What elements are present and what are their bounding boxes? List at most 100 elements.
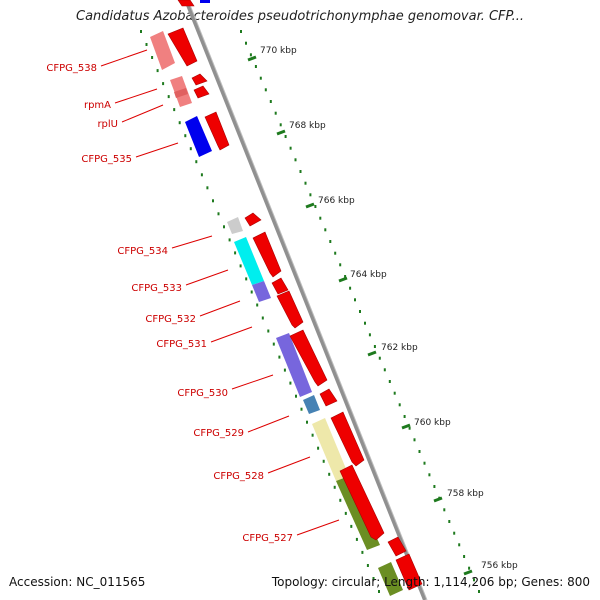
track-dot bbox=[234, 251, 237, 255]
leader-line bbox=[135, 142, 179, 158]
tick-label: 768 kbp bbox=[289, 121, 326, 131]
tick-label: 762 kbp bbox=[381, 343, 418, 353]
track-dot bbox=[311, 433, 314, 437]
track-dot bbox=[468, 566, 471, 570]
track-dot bbox=[333, 485, 336, 489]
track-dot bbox=[245, 41, 247, 45]
cog-box bbox=[150, 31, 175, 70]
track-dot bbox=[339, 498, 342, 502]
tick-dot-track bbox=[240, 30, 480, 593]
track-dot bbox=[344, 511, 347, 515]
track-dot bbox=[453, 531, 456, 535]
track-dot bbox=[162, 82, 165, 86]
gene-arrow-rplu bbox=[193, 85, 210, 99]
track-dot bbox=[156, 69, 159, 73]
track-dot bbox=[259, 76, 262, 80]
track-dot bbox=[344, 275, 347, 278]
track-dot bbox=[413, 438, 416, 442]
gene-label: rplU bbox=[97, 119, 118, 130]
track-dot bbox=[278, 355, 281, 359]
leader-lines bbox=[100, 49, 340, 536]
cog-box bbox=[276, 333, 312, 397]
tick-labels: 770 kbp 768 kbp 766 kbp 764 kbp 762 kbp … bbox=[260, 46, 518, 571]
cog-box bbox=[303, 395, 320, 414]
track-dot bbox=[322, 459, 325, 463]
cog-box bbox=[312, 418, 349, 481]
track-dot bbox=[284, 135, 287, 138]
track-dot bbox=[245, 277, 248, 281]
track-dot bbox=[361, 550, 364, 554]
gene-label: CFPG_535 bbox=[81, 154, 132, 165]
tick-label: 770 kbp bbox=[260, 46, 297, 56]
track-dot bbox=[355, 537, 358, 541]
track-dot bbox=[274, 111, 277, 115]
gene-arrow-cfpg-538 bbox=[167, 27, 198, 67]
track-dot bbox=[239, 264, 242, 268]
track-dot bbox=[339, 263, 342, 267]
tick-marks bbox=[247, 55, 473, 576]
gene-arrow-cfpg-529 bbox=[319, 388, 338, 407]
gene-label: CFPG_533 bbox=[131, 283, 182, 294]
tick-mark bbox=[463, 569, 473, 576]
gene-label: CFPG_534 bbox=[117, 246, 168, 257]
gene-arrow-next bbox=[387, 536, 407, 557]
track-dot bbox=[140, 30, 142, 33]
summary-sep: ; bbox=[513, 575, 522, 589]
track-dot bbox=[398, 403, 401, 407]
tick-label: 760 kbp bbox=[414, 418, 451, 428]
leader-line bbox=[171, 235, 213, 249]
track-dot bbox=[267, 329, 270, 333]
topology-label: Topology: circular bbox=[271, 575, 377, 589]
leader-line bbox=[231, 374, 274, 390]
track-dot bbox=[328, 472, 331, 476]
track-dot bbox=[223, 225, 225, 229]
track-dot bbox=[212, 199, 214, 203]
tick-mark bbox=[401, 423, 411, 430]
track-dot bbox=[324, 228, 327, 232]
track-dot bbox=[443, 508, 446, 512]
track-dot bbox=[408, 426, 411, 430]
gene-arrow-top-edge bbox=[177, 0, 195, 7]
tick-label: 764 kbp bbox=[350, 270, 387, 280]
track-dot bbox=[378, 590, 380, 593]
track-dot bbox=[350, 524, 353, 528]
cog-box bbox=[185, 116, 212, 157]
track-dot bbox=[264, 88, 267, 92]
summary-sep: ; bbox=[376, 575, 385, 589]
tick-label: 756 kbp bbox=[481, 561, 518, 571]
track-dot bbox=[206, 186, 209, 190]
track-dot bbox=[250, 290, 253, 294]
track-dot bbox=[295, 394, 297, 398]
track-dot bbox=[269, 100, 272, 103]
track-dot bbox=[151, 56, 154, 59]
gene-arrow-rpma bbox=[191, 73, 208, 86]
gene-arrows bbox=[167, 0, 423, 591]
track-dot bbox=[294, 158, 297, 162]
track-dot bbox=[473, 578, 475, 582]
gene-label: CFPG_530 bbox=[177, 388, 228, 399]
tick-label: 766 kbp bbox=[318, 196, 355, 206]
track-dot bbox=[458, 543, 461, 547]
track-dot bbox=[317, 446, 320, 450]
tick-label: 758 kbp bbox=[447, 489, 484, 499]
track-dot bbox=[249, 53, 252, 57]
tick-mark bbox=[338, 276, 348, 283]
gene-arrow-cfpg-527 bbox=[339, 464, 385, 541]
track-dot bbox=[306, 420, 308, 424]
track-dot bbox=[228, 238, 231, 242]
track-dot bbox=[372, 577, 375, 580]
track-dot bbox=[448, 520, 451, 523]
track-dot bbox=[279, 123, 282, 127]
track-dot bbox=[368, 333, 371, 337]
track-dot bbox=[289, 146, 292, 150]
gene-arrow-cfpg-534 bbox=[244, 212, 262, 227]
track-dot bbox=[418, 450, 421, 453]
length-label: Length: 1,114,206 bp bbox=[384, 575, 514, 589]
leader-line bbox=[185, 269, 229, 286]
leader-line bbox=[114, 88, 158, 104]
track-dot bbox=[309, 193, 312, 197]
gene-label: CFPG_529 bbox=[193, 428, 244, 439]
track-dot bbox=[433, 485, 436, 488]
track-dot bbox=[403, 415, 406, 418]
